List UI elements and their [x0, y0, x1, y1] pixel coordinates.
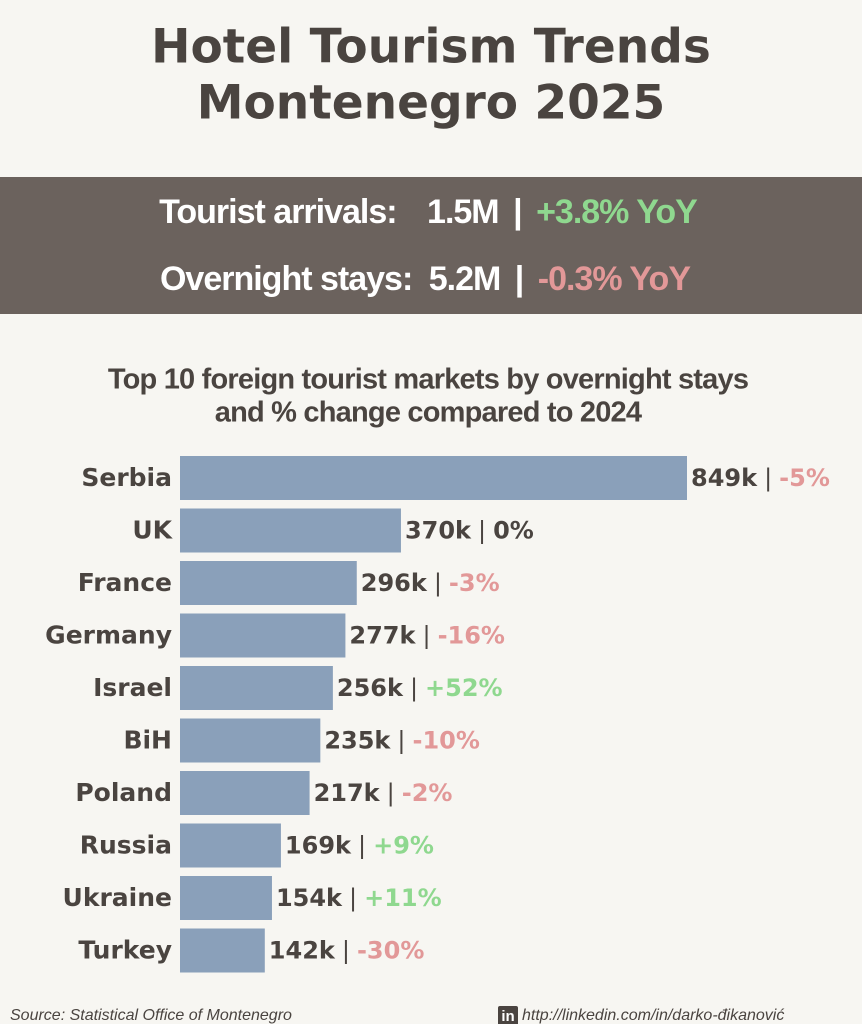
value: 217k	[314, 779, 381, 807]
separator: |	[358, 832, 366, 860]
value: 277k	[349, 622, 416, 650]
change-label: +9%	[373, 832, 434, 860]
category-label: UK	[132, 516, 173, 545]
bar	[180, 876, 272, 920]
value: 849k	[691, 464, 758, 492]
kpi-change: -0.3% YoY	[538, 260, 692, 298]
separator: |	[478, 517, 486, 545]
category-label: Serbia	[81, 463, 172, 492]
bar	[180, 561, 357, 605]
page-title: Montenegro 2025	[197, 76, 666, 131]
bar	[180, 718, 321, 763]
change-label: -2%	[402, 779, 453, 807]
value: 296k	[361, 569, 428, 597]
value: 256k	[337, 674, 404, 702]
separator: |	[349, 884, 357, 912]
kpi-value: 5.2M	[429, 260, 501, 298]
chart-title: Top 10 foreign tourist markets by overni…	[108, 364, 748, 396]
chart-title: and % change compared to 2024	[215, 397, 642, 429]
kpi-band	[0, 177, 862, 314]
bar	[180, 823, 281, 868]
change-label: -30%	[357, 937, 424, 965]
kpi-label: Tourist arrivals:	[159, 193, 396, 231]
value: 142k	[269, 937, 336, 965]
kpi-label: Overnight stays:	[160, 260, 412, 298]
bar	[180, 613, 346, 658]
value-label: 154k | +11%	[276, 884, 442, 912]
value-label: 849k | -5%	[691, 464, 830, 492]
kpi-change: +3.8% YoY	[536, 193, 698, 231]
value-label: 217k | -2%	[314, 779, 453, 807]
kpi-separator: |	[513, 193, 522, 231]
linkedin-icon	[498, 1006, 518, 1024]
bar	[180, 928, 265, 973]
value-label: 277k | -16%	[349, 622, 505, 650]
change-label: -3%	[449, 569, 500, 597]
separator: |	[422, 622, 430, 650]
kpi-row: Overnight stays: 5.2M | -0.3% YoY	[160, 260, 691, 298]
change-label: +11%	[364, 884, 442, 912]
value-label: 142k | -30%	[269, 937, 425, 965]
bar	[180, 456, 687, 500]
category-label: France	[78, 568, 172, 597]
separator: |	[397, 727, 405, 755]
bar	[180, 666, 333, 710]
link: http://linkedin.com/in/darko-đikanović	[522, 1007, 784, 1024]
page-title: Hotel Tourism Trends	[151, 20, 711, 75]
bar	[180, 771, 310, 815]
separator: |	[410, 674, 418, 702]
category-label: Israel	[93, 673, 172, 702]
value-label: 235k | -10%	[324, 727, 480, 755]
linkedin-icon-text: in	[501, 1008, 514, 1024]
category-label: Turkey	[78, 936, 172, 965]
value: 370k	[405, 517, 472, 545]
bar	[180, 508, 401, 553]
change-label: +52%	[425, 674, 503, 702]
source: Source: Statistical Office of Montenegro	[10, 1007, 292, 1024]
value-label: 296k | -3%	[361, 569, 500, 597]
change-label: -5%	[779, 464, 830, 492]
separator: |	[387, 779, 395, 807]
separator: |	[434, 569, 442, 597]
separator: |	[764, 464, 772, 492]
change-label: 0%	[493, 517, 534, 545]
category-label: Russia	[80, 831, 172, 860]
category-label: Poland	[75, 778, 172, 807]
kpi-row: Tourist arrivals: 1.5M | +3.8% YoY	[159, 193, 698, 231]
category-label: Ukraine	[63, 883, 172, 912]
value-label: 169k | +9%	[285, 832, 434, 860]
kpi-separator: |	[515, 260, 524, 298]
value: 235k	[324, 727, 391, 755]
separator: |	[342, 937, 350, 965]
kpi-value: 1.5M	[427, 193, 499, 231]
value-label: 370k | 0%	[405, 517, 534, 545]
value: 169k	[285, 832, 352, 860]
category-label: Germany	[45, 621, 172, 650]
value: 154k	[276, 884, 343, 912]
bar-chart: Serbia 849k | -5%UK 370k | 0%France 296k | -3%Ger…	[45, 456, 830, 973]
change-label: -16%	[438, 622, 505, 650]
value-label: 256k | +52%	[337, 674, 503, 702]
category-label: BiH	[123, 726, 172, 755]
change-label: -10%	[412, 727, 479, 755]
